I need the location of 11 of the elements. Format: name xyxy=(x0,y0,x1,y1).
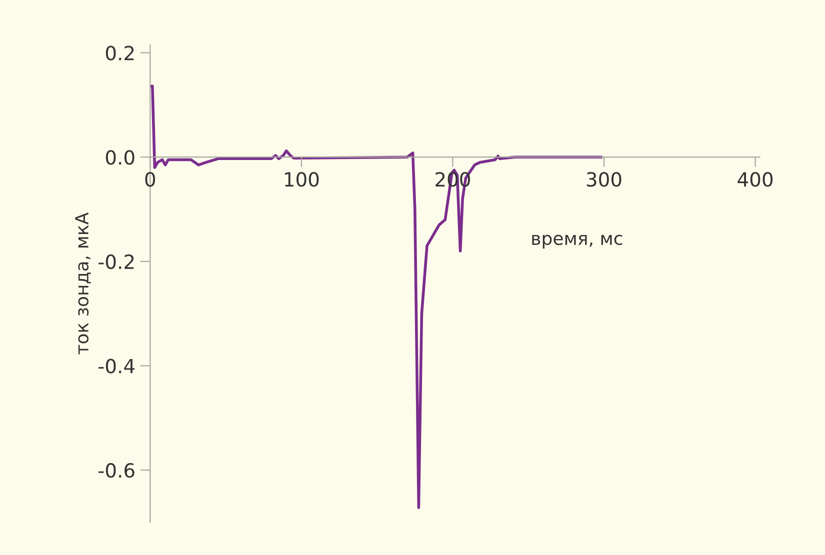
x-tick-label: 400 xyxy=(738,172,773,187)
y-tick-label: -0.4 xyxy=(98,358,134,374)
x-tick-label: 0 xyxy=(145,172,156,187)
x-tick-label: 100 xyxy=(285,172,319,187)
x-tick-label: 300 xyxy=(586,172,622,187)
y-tick-label: 0.0 xyxy=(106,150,134,165)
y-tick-label: -0.2 xyxy=(98,254,134,270)
y-tick-label: -0.6 xyxy=(98,463,134,478)
x-axis-title: время, мс xyxy=(532,234,622,249)
y-tick-label: 0.2 xyxy=(106,46,134,60)
y-axis-title: ток зонда, мкА xyxy=(75,212,91,354)
